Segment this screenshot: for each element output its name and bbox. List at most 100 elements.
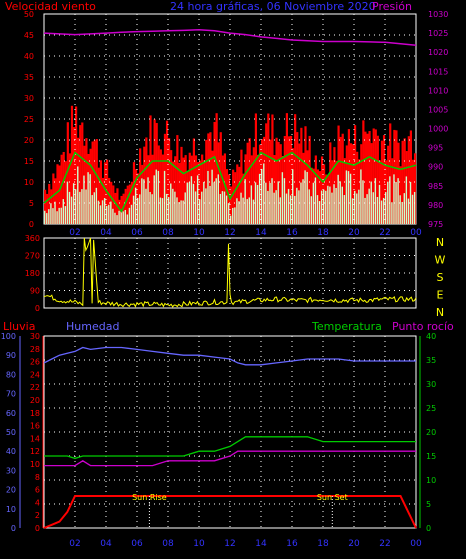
wind-gust-bar [145, 137, 148, 224]
wind-min-bar [393, 174, 395, 224]
temperature-tick-label: 15 [426, 452, 436, 461]
humidity-tick-label: 20 [6, 486, 16, 495]
wind-gust-bar [75, 106, 78, 224]
wind-min-bar [391, 202, 393, 224]
wind-min-bar [75, 189, 77, 224]
wind-gust-bar [62, 151, 65, 224]
wind-gust-bar [95, 139, 98, 224]
wind-min-bar [178, 202, 180, 224]
wind-min-bar [219, 193, 222, 224]
wind-gust-bar [205, 139, 208, 224]
wind-gust-bar [289, 135, 293, 224]
wind-min-bar [329, 186, 331, 224]
wind-min-bar [145, 188, 147, 224]
wind-gust-bar [221, 155, 224, 224]
wind-min-bar [327, 185, 329, 224]
wind-min-bar [50, 203, 52, 224]
wind-min-bar [95, 187, 98, 224]
time-tick-label: 18 [317, 228, 329, 238]
wind-gust-bar [343, 158, 346, 224]
wind-gust-bar [380, 140, 384, 224]
wind-gust-bar [70, 105, 74, 224]
wind-gust-bar [248, 138, 251, 224]
wind-min-bar [186, 182, 188, 224]
wind-min-bar [64, 206, 67, 224]
wind-gust-bar [234, 172, 237, 224]
wind-gust-bar [376, 135, 379, 224]
wind-min-bar [252, 199, 255, 224]
wind-min-bar [99, 205, 102, 224]
wind-min-bar [289, 195, 292, 224]
wind-gust-bar [180, 146, 183, 224]
wind-gust-bar [407, 136, 410, 224]
wind-min-bar [372, 192, 374, 224]
direction-letter: N [436, 236, 444, 249]
pressure-tick-label: 1030 [428, 10, 448, 19]
wind-min-bar [165, 193, 168, 224]
wind-min-bar [389, 176, 391, 224]
direction-tick-label: 90 [30, 287, 40, 296]
wind-gust-bar [192, 138, 195, 224]
wind-tick-label: 35 [24, 73, 34, 82]
wind-gust-bar [413, 153, 417, 224]
wind-min-bar [54, 201, 56, 224]
time-tick-label: 02 [69, 539, 80, 549]
time-tick-label: 06 [131, 539, 143, 549]
wind-min-bar [271, 178, 273, 224]
wind-min-bar [347, 171, 350, 224]
rain-tick-label: 30 [30, 332, 40, 341]
wind-gust-bar [267, 113, 270, 224]
rain-tick-label: 6 [35, 486, 40, 495]
wind-gust-bar [337, 125, 340, 224]
wind-min-bar [300, 182, 302, 224]
wind-min-bar [118, 210, 120, 224]
wind-min-bar [354, 190, 356, 224]
wind-min-bar [250, 185, 253, 224]
wind-gust-bar [351, 144, 355, 224]
wind-min-bar [234, 207, 236, 224]
wind-gust-bar [213, 121, 216, 224]
wind-min-bar [285, 193, 288, 224]
wind-min-bar [399, 195, 401, 224]
wind-min-bar [192, 183, 195, 224]
wind-min-bar [215, 178, 217, 224]
wind-min-bar [345, 170, 348, 224]
wind-min-bar [258, 173, 261, 224]
wind-gust-bar [44, 189, 47, 224]
wind-min-bar [182, 200, 184, 224]
wind-gust-bar [285, 113, 288, 224]
wind-min-bar [211, 169, 213, 224]
wind-direction-line [43, 237, 417, 308]
rain-tick-label: 26 [30, 358, 40, 367]
wind-min-bar [263, 163, 265, 224]
wind-gust-bar [153, 119, 156, 224]
humidity-tick-label: 70 [6, 390, 16, 399]
wind-min-bar [366, 194, 368, 224]
wind-min-bar [318, 200, 321, 224]
wind-min-bar [147, 177, 149, 224]
humidity-tick-label: 50 [6, 428, 16, 437]
wind-gust-bar [58, 165, 61, 224]
wind-gust-bar [79, 125, 82, 224]
wind-min-bar [91, 195, 93, 224]
pressure-tick-label: 985 [428, 182, 443, 191]
wind-gust-bar [294, 114, 297, 224]
wind-gust-bar [300, 127, 303, 224]
rain-tick-label: 0 [35, 524, 40, 533]
wind-min-bar [196, 175, 199, 224]
wind-min-bar [159, 197, 162, 224]
wind-min-bar [246, 199, 248, 224]
wind-min-bar [168, 197, 170, 224]
wind-min-bar [209, 185, 211, 224]
pressure-line [43, 28, 417, 47]
wind-gust-bar [356, 151, 359, 224]
wind-gust-bar [132, 162, 136, 224]
direction-letter: W [435, 254, 446, 267]
wind-min-bar [335, 187, 337, 224]
wind-gust-bar [403, 138, 406, 224]
time-tick-label: 22 [379, 539, 390, 549]
wind-gust-bar [246, 142, 249, 224]
wind-gust-bar [201, 154, 204, 224]
wind-min-bar [101, 200, 104, 224]
wind-min-bar [360, 169, 362, 224]
